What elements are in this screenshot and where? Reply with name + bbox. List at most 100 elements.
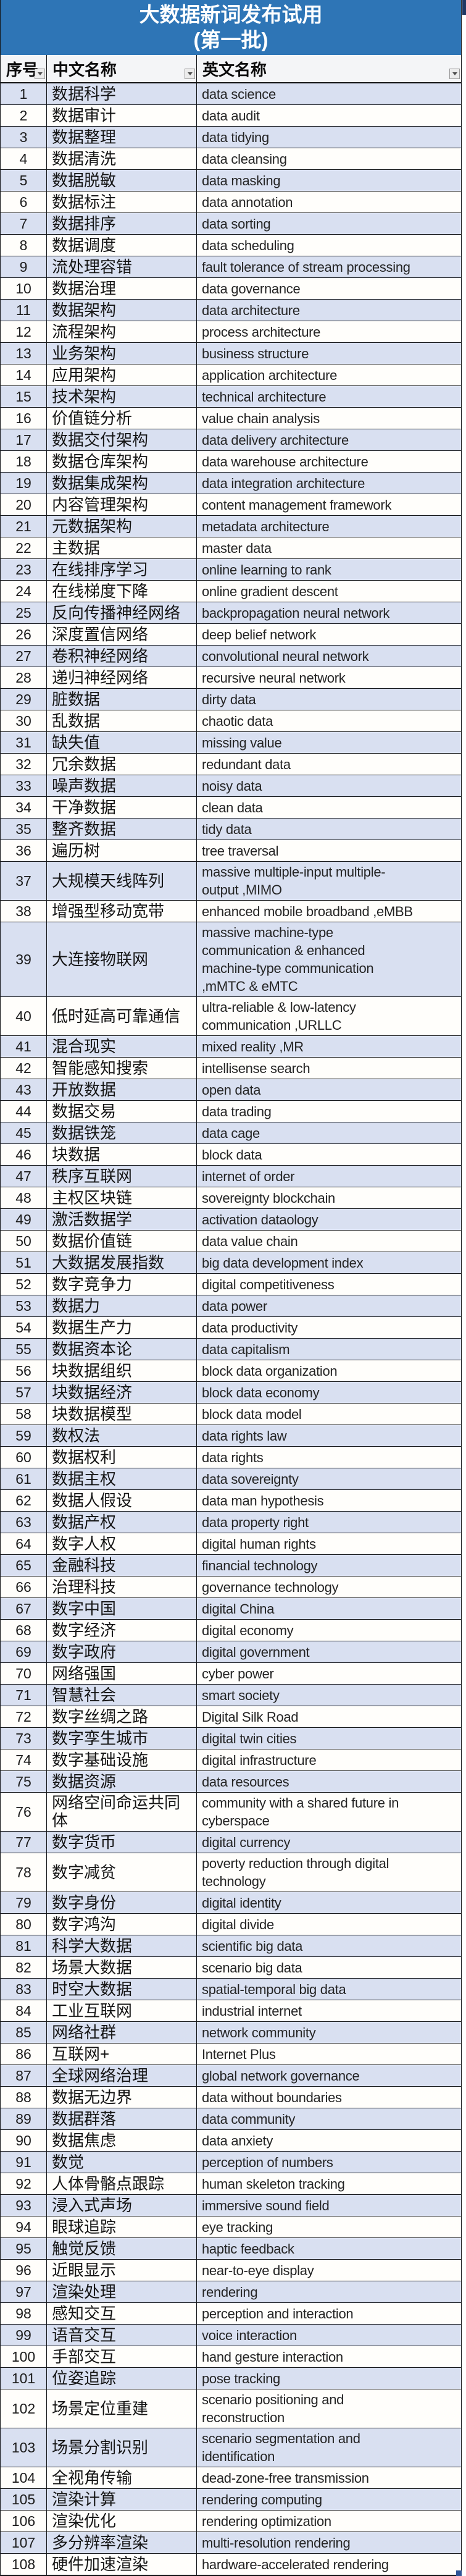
row-number-cell[interactable]: 48: [1, 1187, 47, 1208]
chinese-name-cell[interactable]: 数字鸿沟: [47, 1914, 197, 1935]
chinese-name-cell[interactable]: 开放数据: [47, 1079, 197, 1100]
english-name-cell[interactable]: technical architecture: [202, 389, 327, 405]
chinese-name-cell[interactable]: 位姿追踪: [47, 2368, 197, 2389]
row-number-cell[interactable]: 81: [1, 1935, 47, 1956]
row-number-cell[interactable]: 30: [1, 710, 47, 731]
row-number-cell[interactable]: 17: [1, 429, 47, 450]
chinese-name-cell[interactable]: 全视角传输: [47, 2467, 197, 2488]
row-number-cell[interactable]: 69: [1, 1641, 47, 1662]
row-number-cell[interactable]: 31: [1, 732, 47, 753]
english-name-cell[interactable]: deep belief network: [202, 626, 317, 642]
row-number-cell[interactable]: 63: [1, 1512, 47, 1533]
english-name-cell[interactable]: chaotic data: [202, 713, 273, 729]
row-number-cell[interactable]: 49: [1, 1209, 47, 1230]
english-name-cell[interactable]: activation dataology: [202, 1211, 318, 1227]
header-cell-chinese-name[interactable]: 中文名称: [47, 55, 197, 82]
english-name-cell[interactable]: block data organization: [202, 1363, 338, 1379]
english-name-cell[interactable]: Digital Silk Road: [202, 1709, 299, 1725]
chinese-name-cell[interactable]: 业务架构: [47, 343, 197, 364]
row-number-cell[interactable]: 68: [1, 1620, 47, 1641]
row-number-cell[interactable]: 21: [1, 516, 47, 537]
row-number-cell[interactable]: 90: [1, 2130, 47, 2151]
row-number-cell[interactable]: 88: [1, 2087, 47, 2108]
english-name-cell[interactable]: online gradient descent: [202, 583, 338, 599]
row-number-cell[interactable]: 35: [1, 819, 47, 840]
english-name-cell[interactable]: smart society: [202, 1687, 280, 1703]
row-number-cell[interactable]: 4: [1, 148, 47, 169]
english-name-cell[interactable]: backpropagation neural network: [202, 605, 390, 621]
chinese-name-cell[interactable]: 金融科技: [47, 1555, 197, 1576]
english-name-cell[interactable]: voice interaction: [202, 2327, 297, 2343]
row-number-cell[interactable]: 58: [1, 1404, 47, 1425]
row-number-cell[interactable]: 12: [1, 321, 47, 342]
chinese-name-cell[interactable]: 时空大数据: [47, 1979, 197, 2000]
english-name-cell[interactable]: haptic feedback: [202, 2241, 294, 2257]
row-number-cell[interactable]: 89: [1, 2108, 47, 2129]
row-number-cell[interactable]: 83: [1, 1979, 47, 2000]
english-name-cell[interactable]: recursive neural network: [202, 670, 346, 686]
row-number-cell[interactable]: 59: [1, 1425, 47, 1446]
row-number-cell[interactable]: 62: [1, 1490, 47, 1511]
chinese-name-cell[interactable]: 工业互联网: [47, 2000, 197, 2021]
row-number-cell[interactable]: 104: [1, 2467, 47, 2488]
english-name-cell[interactable]: rendering computing: [202, 2491, 322, 2507]
english-name-cell[interactable]: digital infrastructure: [202, 1752, 317, 1768]
row-number-cell[interactable]: 61: [1, 1468, 47, 1489]
english-name-cell[interactable]: enhanced mobile broadband ,eMBB: [202, 903, 413, 919]
english-name-cell[interactable]: data audit: [202, 107, 260, 124]
chinese-name-cell[interactable]: 深度置信网络: [47, 624, 197, 645]
row-number-cell[interactable]: 22: [1, 537, 47, 558]
row-number-cell[interactable]: 13: [1, 343, 47, 364]
row-number-cell[interactable]: 53: [1, 1295, 47, 1316]
english-name-cell[interactable]: fault tolerance of stream processing: [202, 259, 410, 275]
chinese-name-cell[interactable]: 元数据架构: [47, 516, 197, 537]
row-number-cell[interactable]: 96: [1, 2260, 47, 2281]
english-name-cell[interactable]: massive multiple-input multiple- output …: [202, 864, 386, 898]
chinese-name-cell[interactable]: 数据资源: [47, 1771, 197, 1792]
english-name-cell[interactable]: digital human rights: [202, 1536, 316, 1552]
row-number-cell[interactable]: 9: [1, 256, 47, 277]
chinese-name-cell[interactable]: 增强型移动宽带: [47, 901, 197, 922]
english-name-cell[interactable]: clean data: [202, 799, 263, 815]
english-name-cell[interactable]: block data: [202, 1147, 262, 1163]
english-name-cell[interactable]: data governance: [202, 280, 301, 297]
chinese-name-cell[interactable]: 内容管理架构: [47, 494, 197, 515]
row-number-cell[interactable]: 44: [1, 1101, 47, 1122]
filter-button-english-name[interactable]: [449, 69, 460, 79]
chinese-name-cell[interactable]: 数字经济: [47, 1620, 197, 1641]
chinese-name-cell[interactable]: 卷积神经网络: [47, 646, 197, 667]
chinese-name-cell[interactable]: 混合现实: [47, 1036, 197, 1057]
row-number-cell[interactable]: 2: [1, 105, 47, 126]
english-name-cell[interactable]: data value chain: [202, 1233, 298, 1249]
row-number-cell[interactable]: 14: [1, 364, 47, 385]
english-name-cell[interactable]: multi-resolution rendering: [202, 2535, 351, 2551]
english-name-cell[interactable]: block data model: [202, 1406, 302, 1422]
chinese-name-cell[interactable]: 数字人权: [47, 1533, 197, 1554]
chinese-name-cell[interactable]: 手部交互: [47, 2346, 197, 2367]
chinese-name-cell[interactable]: 递归神经网络: [47, 667, 197, 688]
row-number-cell[interactable]: 15: [1, 386, 47, 407]
english-name-cell[interactable]: data resources: [202, 1774, 289, 1790]
chinese-name-cell[interactable]: 多分辨率渲染: [47, 2532, 197, 2553]
row-number-cell[interactable]: 16: [1, 408, 47, 429]
english-name-cell[interactable]: digital competitiveness: [202, 1276, 335, 1292]
english-name-cell[interactable]: block data economy: [202, 1384, 320, 1400]
english-name-cell[interactable]: scenario positioning and reconstruction: [202, 2392, 344, 2425]
english-name-cell[interactable]: redundant data: [202, 756, 291, 772]
chinese-name-cell[interactable]: 触觉反馈: [47, 2238, 197, 2259]
chinese-name-cell[interactable]: 数据铁笼: [47, 1122, 197, 1143]
row-number-cell[interactable]: 64: [1, 1533, 47, 1554]
chinese-name-cell[interactable]: 互联网+: [47, 2044, 197, 2065]
english-name-cell[interactable]: dirty data: [202, 691, 256, 707]
english-name-cell[interactable]: sovereignty blockchain: [202, 1190, 335, 1206]
row-number-cell[interactable]: 75: [1, 1771, 47, 1792]
chinese-name-cell[interactable]: 数据审计: [47, 105, 197, 126]
chinese-name-cell[interactable]: 数据资本论: [47, 1339, 197, 1360]
row-number-cell[interactable]: 38: [1, 901, 47, 922]
row-number-cell[interactable]: 24: [1, 581, 47, 602]
chinese-name-cell[interactable]: 网络空间命运共同 体: [47, 1793, 197, 1831]
chinese-name-cell[interactable]: 应用架构: [47, 364, 197, 385]
row-number-cell[interactable]: 60: [1, 1447, 47, 1468]
english-name-cell[interactable]: missing value: [202, 734, 282, 751]
english-name-cell[interactable]: online learning to rank: [202, 562, 331, 578]
